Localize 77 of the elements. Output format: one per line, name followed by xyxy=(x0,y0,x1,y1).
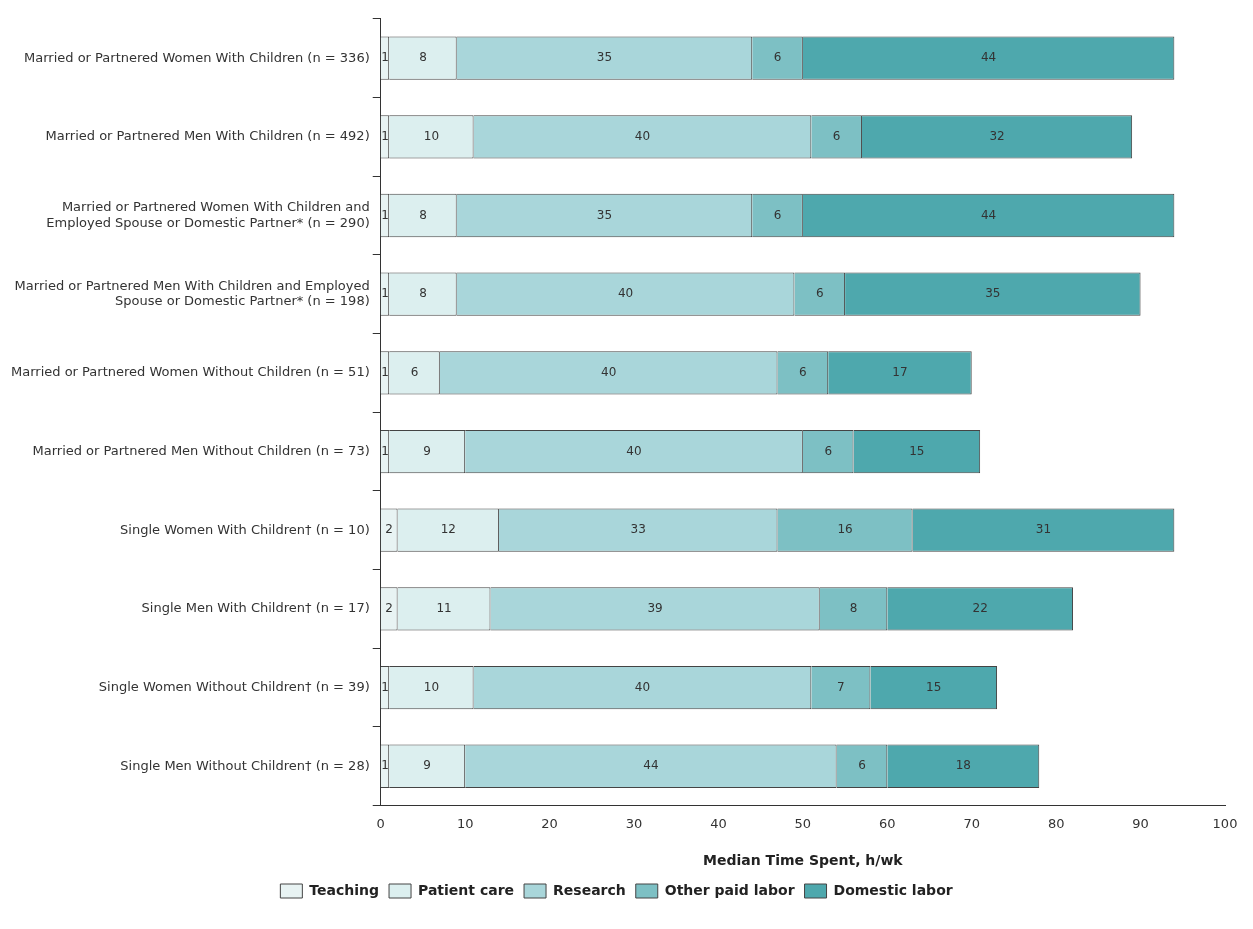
x-tick-label: 0 xyxy=(376,815,385,831)
data-label: 15 xyxy=(909,443,925,458)
data-label: 44 xyxy=(980,50,997,65)
data-label: 6 xyxy=(832,128,841,143)
data-label: 8 xyxy=(849,601,858,616)
y-tick-label: Married or Partnered Women Without Children (n = 51) xyxy=(11,364,370,380)
data-label: 31 xyxy=(1035,522,1052,537)
legend-label: Research xyxy=(553,881,626,898)
legend-label: Teaching xyxy=(309,881,380,898)
legend-label: Domestic labor xyxy=(833,881,953,898)
y-tick-label: Single Women Without Children† (n = 39) xyxy=(98,678,370,694)
data-label: 6 xyxy=(773,50,782,65)
y-tick-label: Single Men Without Children† (n = 28) xyxy=(120,757,370,773)
data-label: 6 xyxy=(410,364,419,379)
data-label: 1 xyxy=(381,128,389,143)
y-tick-label: Married or Partnered Men With Children (n = 492) xyxy=(45,128,370,144)
x-tick-label: 100 xyxy=(1212,815,1238,831)
x-tick-label: 20 xyxy=(541,815,558,831)
data-label: 7 xyxy=(837,679,845,694)
data-label: 1 xyxy=(381,207,389,222)
x-tick-label: 70 xyxy=(963,815,980,831)
data-label: 9 xyxy=(423,443,431,458)
data-label: 6 xyxy=(773,207,782,222)
x-tick-label: 60 xyxy=(879,815,896,831)
data-label: 8 xyxy=(419,207,427,222)
data-label: 33 xyxy=(630,522,646,537)
data-label: 16 xyxy=(837,522,853,537)
data-label: 18 xyxy=(955,758,971,773)
x-tick-label: 90 xyxy=(1132,815,1149,831)
data-label: 1 xyxy=(381,758,389,773)
y-tick-label: Married or Partnered Women With Children (n = 336) xyxy=(24,49,370,65)
legend-label: Other paid labor xyxy=(664,881,795,898)
data-label: 6 xyxy=(824,443,833,458)
data-label: 1 xyxy=(381,443,389,458)
y-tick-label: Single Men With Children† (n = 17) xyxy=(141,600,370,616)
data-label: 32 xyxy=(989,128,1005,143)
x-tick-label: 30 xyxy=(625,815,643,831)
data-label: 12 xyxy=(440,522,456,537)
data-label: 1 xyxy=(381,286,389,301)
data-label: 2 xyxy=(385,522,393,537)
data-label: 22 xyxy=(972,601,988,616)
data-label: 17 xyxy=(892,364,908,379)
data-label: 6 xyxy=(799,364,807,379)
data-label: 10 xyxy=(423,128,440,143)
data-label: 35 xyxy=(596,207,613,222)
data-label: 8 xyxy=(419,286,427,301)
data-label: 11 xyxy=(436,601,452,616)
data-label: 2 xyxy=(385,601,393,616)
data-label: 39 xyxy=(647,601,663,616)
data-label: 6 xyxy=(815,286,824,301)
data-label: 44 xyxy=(643,758,659,773)
data-label: 9 xyxy=(423,758,431,773)
y-tick-label: Married or Partnered Women With Children and Employed Spouse or Domestic Partner* (n = 290) xyxy=(46,199,370,230)
y-tick-label: Married or Partnered Men Without Children (n = 73) xyxy=(32,442,370,458)
data-label: 1 xyxy=(381,364,389,379)
x-tick-label: 40 xyxy=(710,815,727,831)
data-label: 44 xyxy=(980,207,997,222)
data-label: 8 xyxy=(419,50,427,65)
x-tick-label: 10 xyxy=(456,815,474,831)
data-label: 40 xyxy=(601,364,617,379)
x-tick-label: 50 xyxy=(794,815,812,831)
data-label: 40 xyxy=(617,286,634,301)
data-label: 40 xyxy=(634,128,651,143)
y-tick-label: Single Women With Children† (n = 10) xyxy=(120,521,370,537)
data-label: 15 xyxy=(926,679,942,694)
data-label: 35 xyxy=(596,50,613,65)
legend-label: Patient care xyxy=(418,881,515,898)
data-label: 6 xyxy=(858,758,866,773)
x-tick-label: 80 xyxy=(1047,815,1065,831)
data-label: 40 xyxy=(626,443,642,458)
data-label: 35 xyxy=(985,286,1001,301)
y-tick-label: Married or Partnered Men With Children and Employed Spouse or Domestic Partner* (n = 198) xyxy=(14,277,370,309)
data-label: 1 xyxy=(381,679,389,694)
x-axis-title: Median Time Spent, h/wk xyxy=(703,852,904,869)
data-label: 1 xyxy=(381,50,389,65)
data-label: 10 xyxy=(423,679,440,694)
data-label: 40 xyxy=(634,679,651,694)
